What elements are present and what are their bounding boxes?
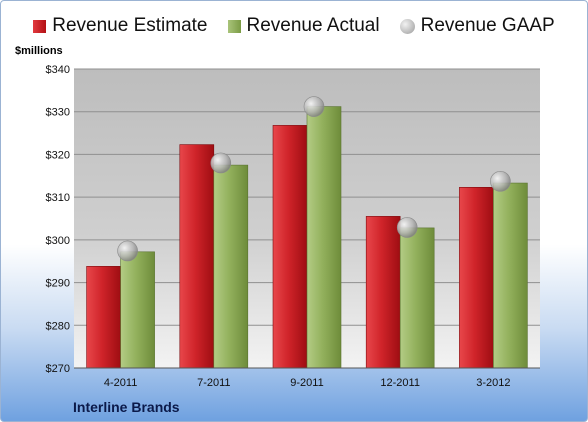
x-tick-label: 9-2011 — [290, 377, 323, 389]
bar-revenue-actual — [120, 251, 155, 369]
gaap-markers — [117, 96, 511, 262]
y-tick-label: $310 — [46, 192, 70, 204]
legend-swatch-actual — [227, 19, 241, 33]
tick-labels: $270 $280 $290 $300 $310 $320 $330 $340 4-2011 7-… — [46, 64, 511, 389]
x-tick-label: 3-2012 — [476, 377, 510, 389]
marker-revenue-gaap — [210, 152, 232, 174]
legend-swatch-gaap — [399, 18, 415, 34]
bar-revenue-actual — [306, 106, 342, 369]
legend-item-actual: Revenue Actual — [227, 15, 380, 37]
legend-label-actual: Revenue Actual — [246, 15, 380, 36]
marker-revenue-gaap — [396, 217, 418, 238]
company-name: Interline Brands — [73, 399, 180, 415]
bar-revenue-actual — [399, 227, 435, 369]
y-tick-label: $270 — [46, 363, 70, 375]
y-tick-label: $320 — [46, 149, 70, 161]
legend-swatch-estimate — [33, 19, 47, 33]
y-tick-label: $340 — [46, 64, 70, 76]
bar-revenue-estimate — [459, 187, 494, 369]
legend-item-estimate: Revenue Estimate — [33, 15, 208, 37]
bar-revenue-estimate — [179, 144, 215, 369]
legend-label-gaap: Revenue GAAP — [420, 15, 555, 36]
bar-revenue-estimate — [272, 125, 308, 369]
y-tick-label: $300 — [46, 235, 70, 247]
y-axis-unit-label: $millions — [15, 45, 63, 57]
legend: Revenue Estimate Revenue Actual Revenue … — [1, 15, 587, 37]
bars — [86, 106, 528, 369]
legend-label-estimate: Revenue Estimate — [52, 15, 208, 36]
y-tick-label: $290 — [46, 278, 70, 290]
x-tick-label: 7-2011 — [197, 377, 230, 389]
marker-revenue-gaap — [117, 240, 138, 262]
x-tick-label: 12-2011 — [380, 377, 420, 389]
bar-revenue-actual — [213, 164, 249, 369]
bar-revenue-actual — [493, 182, 528, 369]
legend-item-gaap: Revenue GAAP — [399, 15, 555, 37]
y-tick-label: $330 — [46, 107, 70, 119]
y-tick-label: $280 — [46, 320, 70, 332]
bar-revenue-estimate — [365, 216, 401, 369]
bar-revenue-estimate — [86, 266, 121, 369]
x-tick-label: 4-2011 — [104, 377, 137, 389]
marker-revenue-gaap — [303, 96, 325, 117]
marker-revenue-gaap — [490, 171, 511, 192]
